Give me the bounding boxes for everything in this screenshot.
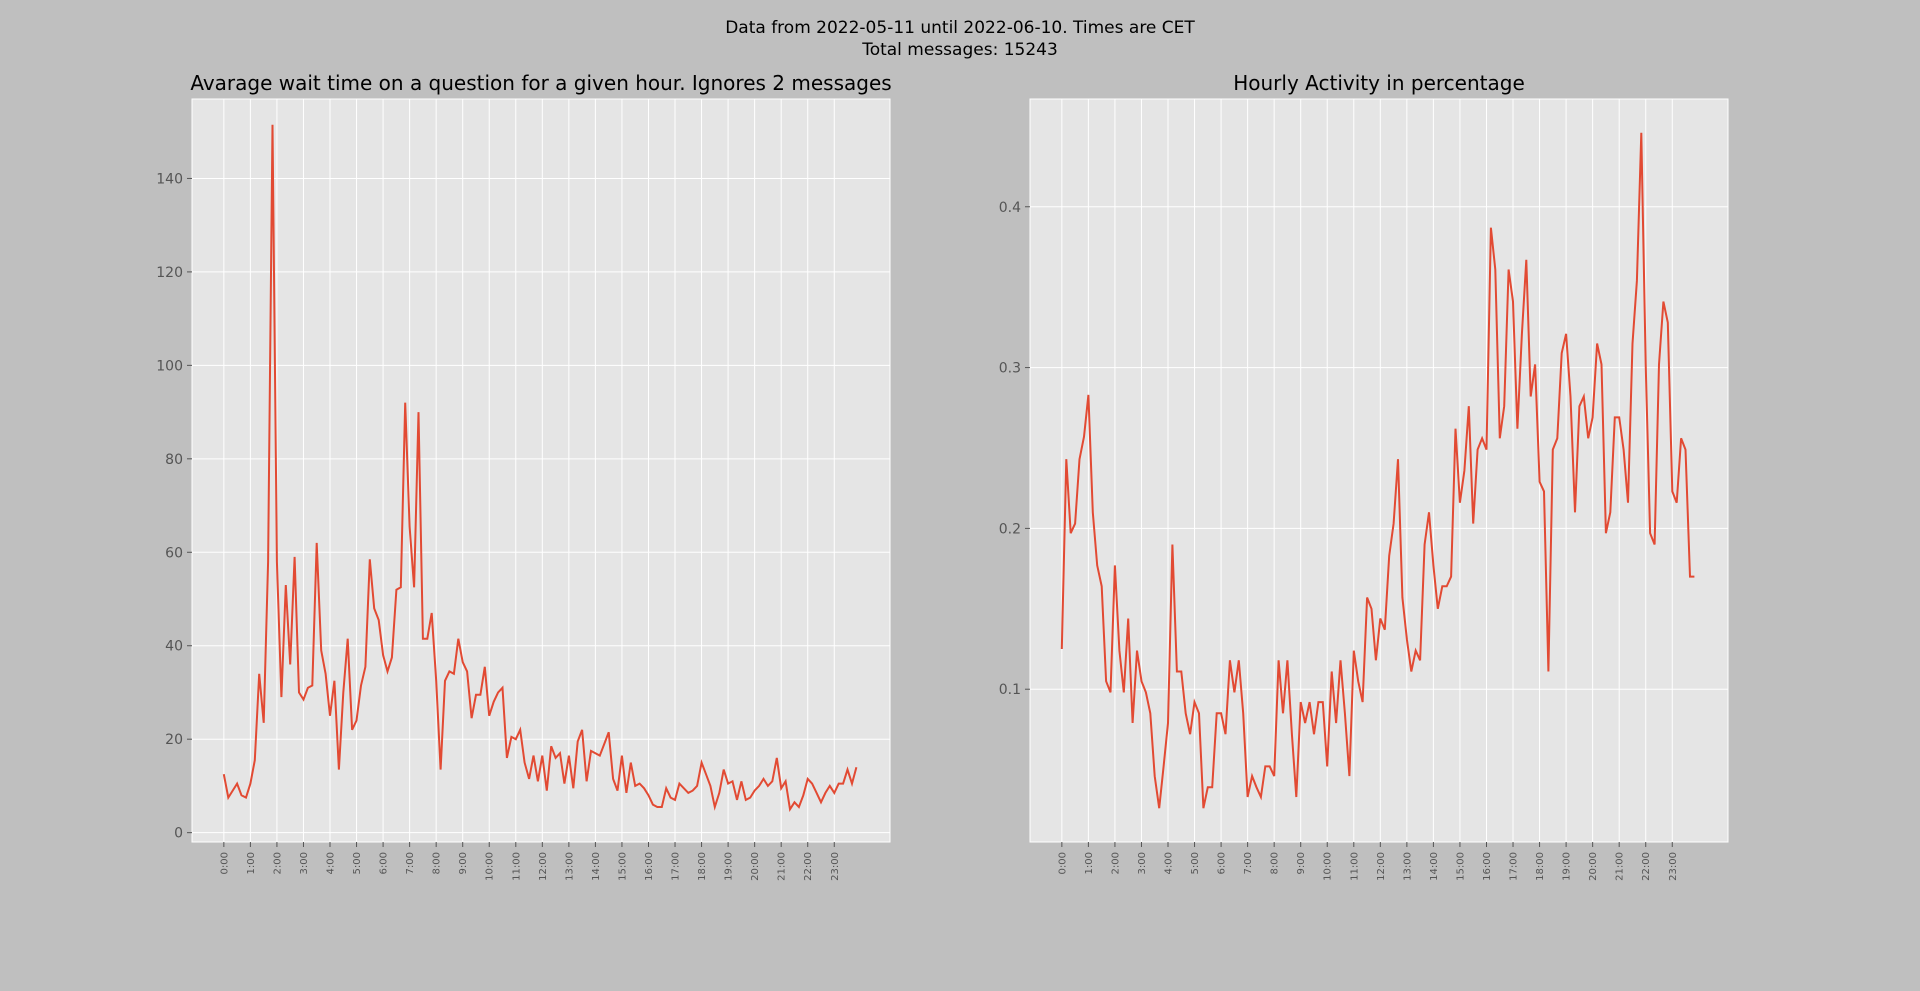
hourly-activity-x-axis: 0:00 1:00 2:00 3:00 4:00 5:00 6:00 7:00 8:00 9:00…	[1057, 842, 1679, 881]
hourly-activity-ytick-label: 0.1	[999, 682, 1021, 698]
hourly-activity-xtick-label: 6:00	[1217, 852, 1228, 874]
hourly-activity-xtick-label: 20:00	[1588, 852, 1599, 881]
wait-time-ytick-label: 80	[165, 452, 183, 468]
wait-time-xtick-label: 19:00	[724, 852, 735, 881]
hourly-activity-xtick-label: 23:00	[1668, 852, 1679, 881]
hourly-activity-xtick-label: 15:00	[1455, 852, 1466, 881]
wait-time-xtick-label: 8:00	[432, 852, 443, 874]
wait-time-xtick-label: 1:00	[246, 852, 257, 874]
hourly-activity-xtick-label: 5:00	[1190, 852, 1201, 874]
wait-time-chart-title: Avarage wait time on a question for a gi…	[190, 71, 891, 95]
wait-time-xtick-label: 10:00	[485, 852, 496, 881]
hourly-activity-xtick-label: 10:00	[1323, 852, 1334, 881]
wait-time-xtick-label: 0:00	[219, 852, 230, 874]
wait-time-xtick-label: 21:00	[777, 852, 788, 881]
wait-time-xtick-label: 13:00	[564, 852, 575, 881]
wait-time-xtick-label: 12:00	[538, 852, 549, 881]
wait-time-ytick-label: 0	[174, 826, 183, 842]
wait-time-ytick-label: 20	[165, 732, 183, 748]
wait-time-ytick-label: 120	[156, 265, 183, 281]
wait-time-x-axis: 0:00 1:00 2:00 3:00 4:00 5:00 6:00 7:00 8:00 9:00…	[219, 842, 841, 881]
wait-time-xtick-label: 18:00	[697, 852, 708, 881]
hourly-activity-xtick-label: 12:00	[1376, 852, 1387, 881]
wait-time-xtick-label: 23:00	[830, 852, 841, 881]
wait-time-xtick-label: 5:00	[352, 852, 363, 874]
wait-time-xtick-label: 2:00	[272, 852, 283, 874]
wait-time-xtick-label: 16:00	[644, 852, 655, 881]
hourly-activity-plot-area	[1030, 99, 1728, 842]
wait-time-xtick-label: 7:00	[405, 852, 416, 874]
hourly-activity-xtick-label: 19:00	[1562, 852, 1573, 881]
hourly-activity-xtick-label: 7:00	[1243, 852, 1254, 874]
hourly-activity-ytick-label: 0.3	[999, 361, 1021, 377]
hourly-activity-xtick-label: 13:00	[1402, 852, 1413, 881]
hourly-activity-y-axis: 0.1 0.2 0.3 0.4	[999, 200, 1030, 698]
wait-time-ytick-label: 40	[165, 639, 183, 655]
hourly-activity-chart: 0.1 0.2 0.3 0.4 0:00 1:00 2:00 3:00 4:00 5:00 6:0…	[999, 71, 1729, 881]
hourly-activity-xtick-label: 3:00	[1137, 852, 1148, 874]
wait-time-xtick-label: 15:00	[617, 852, 628, 881]
wait-time-xtick-label: 11:00	[511, 852, 522, 881]
hourly-activity-xtick-label: 17:00	[1509, 852, 1520, 881]
wait-time-xtick-label: 17:00	[671, 852, 682, 881]
wait-time-plot-border	[191, 98, 891, 843]
hourly-activity-ytick-label: 0.2	[999, 521, 1021, 537]
wait-time-xtick-label: 3:00	[299, 852, 310, 874]
hourly-activity-xtick-label: 9:00	[1296, 852, 1307, 874]
wait-time-ytick-label: 100	[156, 358, 183, 374]
hourly-activity-chart-title: Hourly Activity in percentage	[1233, 71, 1525, 95]
wait-time-xtick-label: 4:00	[326, 852, 337, 874]
hourly-activity-xtick-label: 0:00	[1057, 852, 1068, 874]
hourly-activity-series-line	[1060, 132, 1695, 809]
wait-time-y-axis: 0 20 40 60 80 100 120 140	[156, 171, 192, 842]
wait-time-chart: 0 20 40 60 80 100 120 140 0:00 1:00 2:00 3:00 4:00 5…	[156, 71, 891, 881]
hourly-activity-xtick-label: 1:00	[1084, 852, 1095, 874]
wait-time-xtick-label: 20:00	[750, 852, 761, 881]
wait-time-ytick-label: 60	[165, 545, 183, 561]
wait-time-xtick-label: 9:00	[458, 852, 469, 874]
figure-suptitle-line2: Total messages: 15243	[861, 40, 1058, 60]
hourly-activity-xtick-label: 2:00	[1110, 852, 1121, 874]
wait-time-ytick-label: 140	[156, 171, 183, 187]
hourly-activity-xtick-label: 21:00	[1615, 852, 1626, 881]
hourly-activity-xtick-label: 4:00	[1164, 852, 1175, 874]
hourly-activity-xtick-label: 14:00	[1429, 852, 1440, 881]
hourly-activity-xtick-label: 11:00	[1349, 852, 1360, 881]
hourly-activity-xtick-label: 22:00	[1641, 852, 1652, 881]
hourly-activity-grid	[1029, 98, 1729, 843]
hourly-activity-ytick-label: 0.4	[999, 200, 1021, 216]
hourly-activity-xtick-label: 16:00	[1482, 852, 1493, 881]
hourly-activity-xtick-label: 18:00	[1535, 852, 1546, 881]
wait-time-xtick-label: 14:00	[591, 852, 602, 881]
wait-time-plot-area	[192, 99, 890, 842]
hourly-activity-plot-border	[1029, 98, 1729, 843]
wait-time-xtick-label: 6:00	[379, 852, 390, 874]
wait-time-series-line	[222, 124, 858, 813]
figure-suptitle-line1: Data from 2022-05-11 until 2022-06-10. T…	[725, 18, 1195, 38]
hourly-activity-xtick-label: 8:00	[1270, 852, 1281, 874]
wait-time-xtick-label: 22:00	[803, 852, 814, 881]
